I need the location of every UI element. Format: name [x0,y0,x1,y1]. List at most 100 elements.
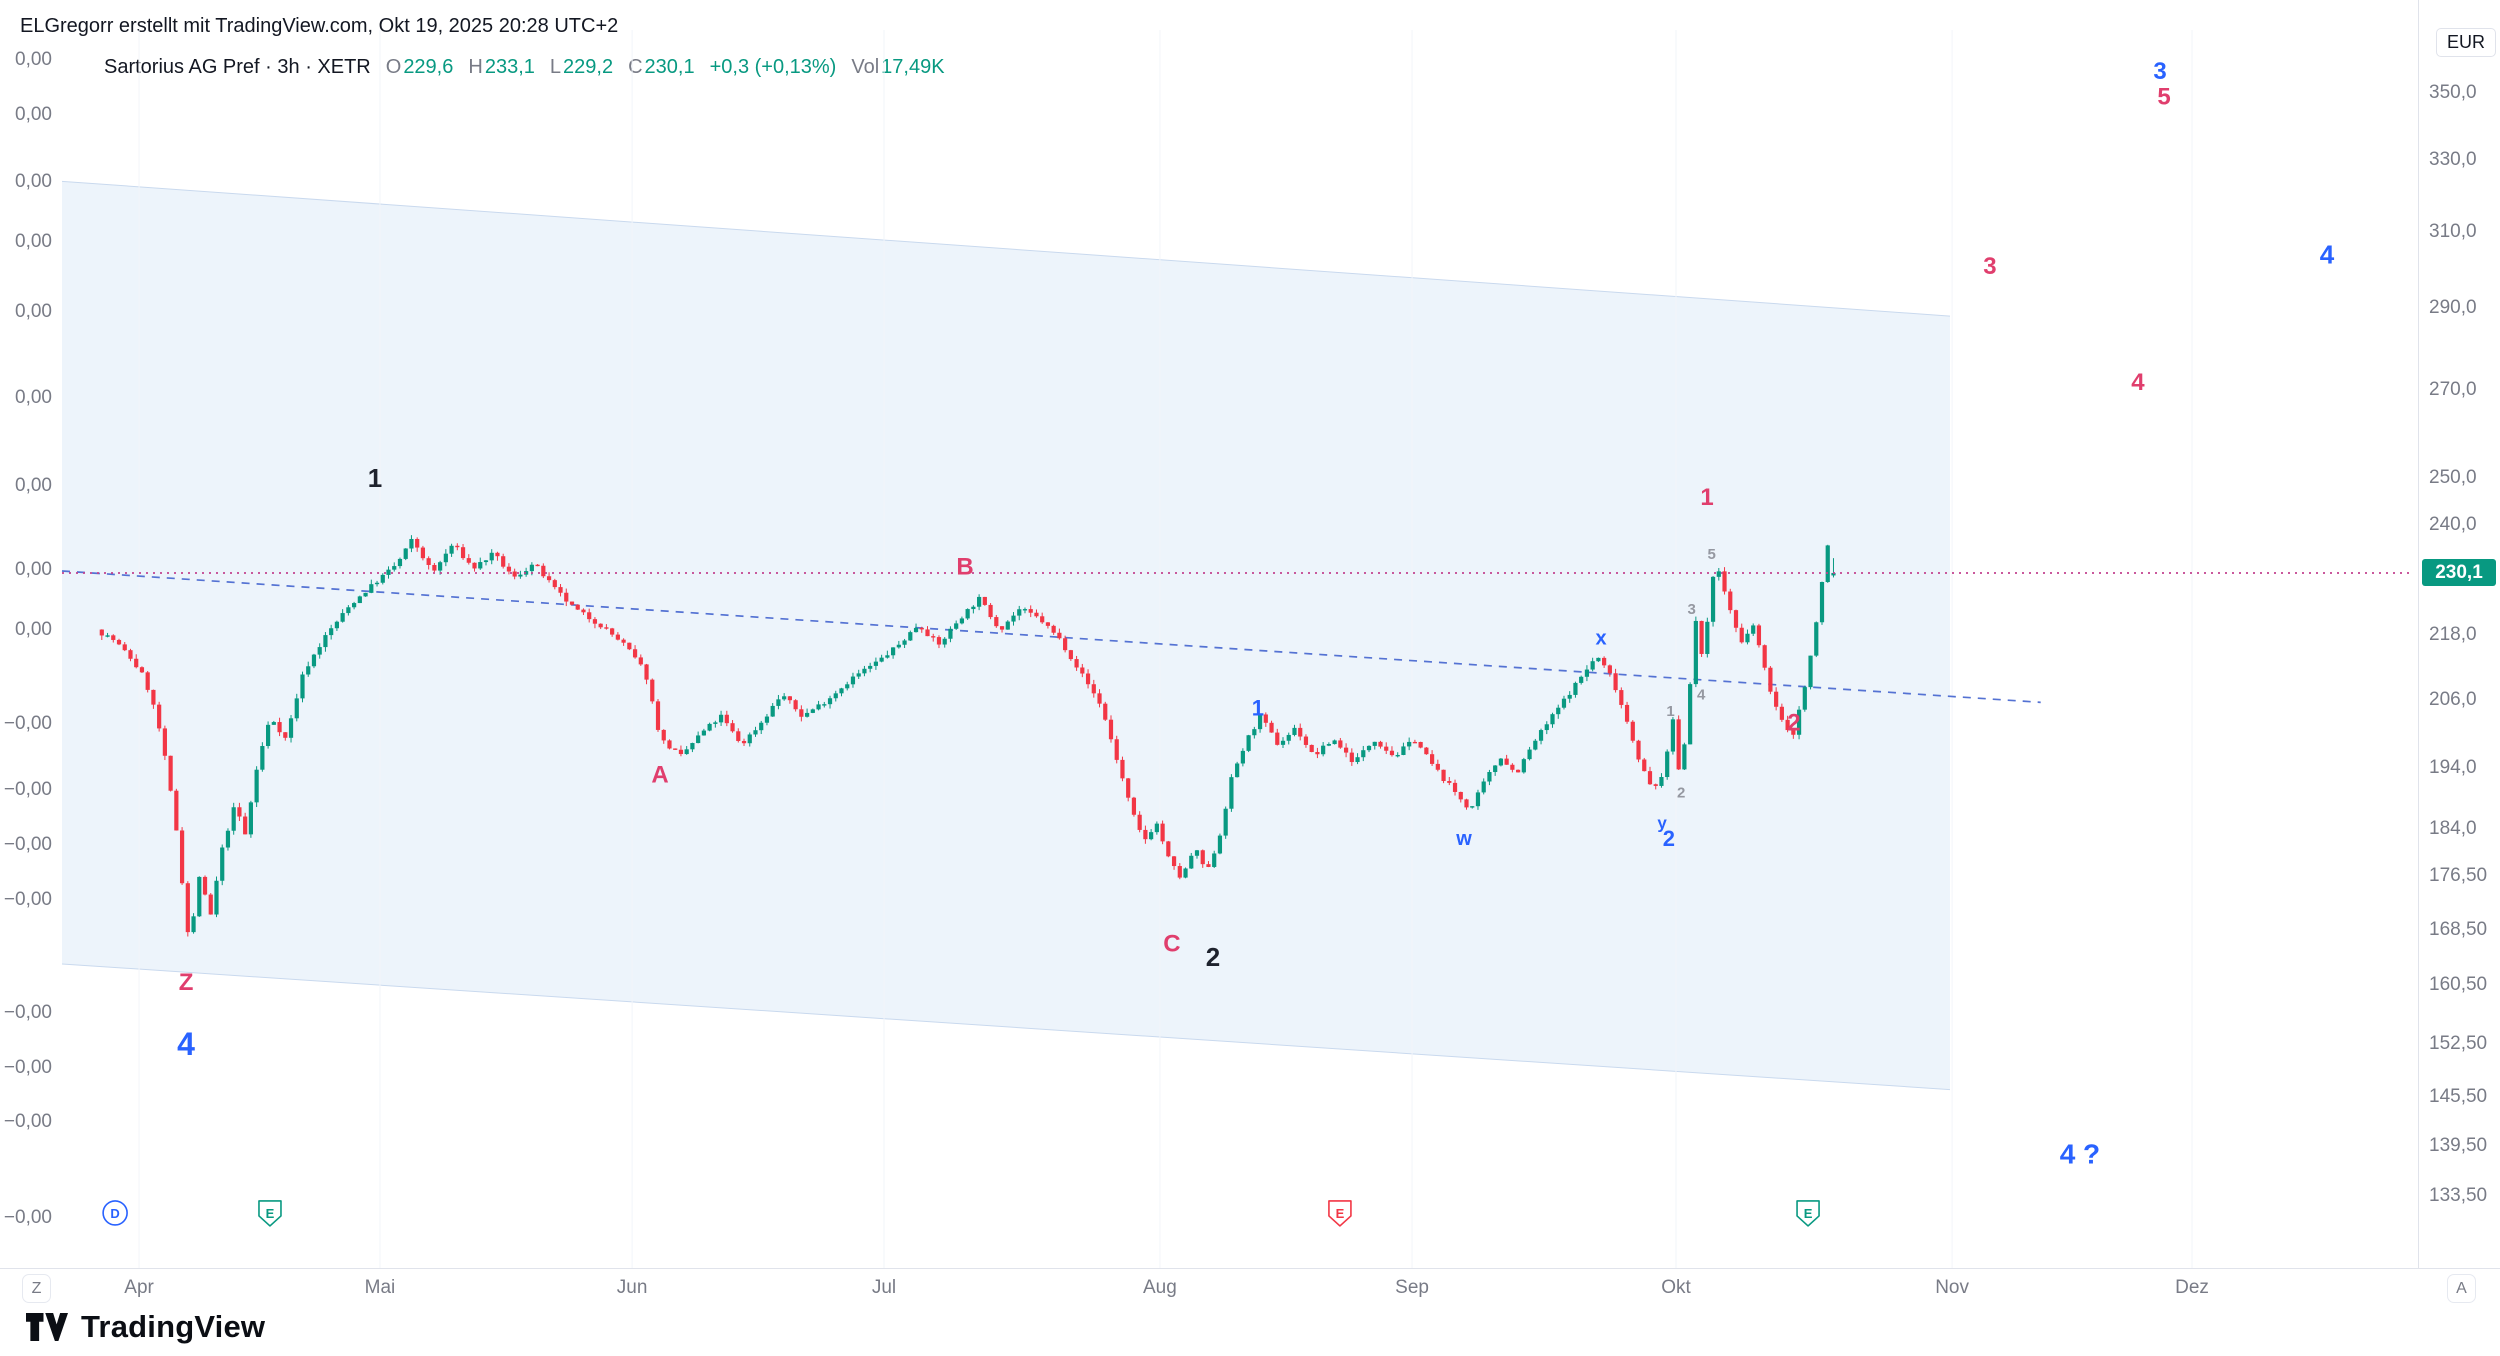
left-axis-label: 0,00 [15,619,52,641]
volume-value: 17,49K [881,56,945,78]
time-axis-month-label: Okt [1661,1277,1691,1298]
wave-marker[interactable]: B [956,553,973,580]
wave-marker[interactable]: 2 [1677,784,1685,801]
wave-marker[interactable]: x [1595,627,1606,649]
right-price-scale[interactable]: EUR 230,1 350,0 330,0 310,0 290,0 270,0 250,0… [2418,0,2500,1268]
price-axis-tick: 218,0 [2429,623,2477,645]
candles [99,535,1836,937]
wave-marker[interactable]: 3 [1688,601,1696,618]
close-value: 230,1 [644,56,695,78]
wave-marker[interactable]: 2 [1787,709,1800,736]
price-axis-tick: 250,0 [2429,467,2477,489]
time-axis-month-label: Sep [1395,1277,1429,1298]
price-axis-tick: 206,0 [2429,688,2477,710]
high-label: H [468,56,483,78]
left-axis-label: −0,00 [3,1206,52,1228]
wave-marker[interactable]: 4 ? [2060,1139,2100,1170]
wave-marker[interactable]: 2 [1206,942,1220,972]
ohlc-open: O 229,6 [386,56,454,79]
change-value: +0,3 (+0,13%) [709,56,837,78]
symbol-title[interactable]: Sartorius AG Pref · 3h · XETR [104,56,371,78]
price-axis-tick: 133,50 [2429,1184,2488,1206]
volume: Vol 17,49K [851,56,944,79]
left-axis-label: −0,00 [3,1057,52,1079]
price-axis-tick: 270,0 [2429,378,2477,400]
price-axis-tick: 290,0 [2429,297,2477,319]
wave-marker[interactable]: 1 [1252,696,1264,721]
earnings-event-icon[interactable]: E [1796,1200,1820,1227]
left-axis-label: 0,00 [15,48,52,70]
wave-marker[interactable]: 1 [368,463,382,493]
earnings-event-icon[interactable]: E [258,1200,282,1227]
dashed-trendline[interactable] [61,570,2041,704]
low-label: L [549,56,562,78]
brand-name[interactable]: TradingView [81,1309,266,1344]
left-axis-label: 0,00 [15,475,52,497]
left-axis-label: −0,00 [3,1002,52,1024]
wave-marker[interactable]: 4 [2131,369,2145,396]
wave-marker[interactable]: 1 [1666,703,1674,720]
low-value: 229,2 [563,56,614,78]
price-axis-tick: 330,0 [2429,149,2477,171]
open-label: O [385,56,402,78]
time-axis-month-label: Mai [364,1277,396,1298]
time-axis-month-label: Jun [616,1277,648,1298]
left-axis-label: −0,00 [3,1111,52,1133]
time-axis-month-label: Apr [124,1277,154,1298]
price-axis-tick: 176,50 [2429,865,2488,887]
time-scale[interactable]: Z A Apr Mai Jun Jul Aug Sep Okt Nov Dez [0,1268,2500,1307]
open-value: 229,6 [403,56,454,78]
time-axis-month-label: Aug [1143,1277,1177,1298]
wave-marker[interactable]: 4 [2320,239,2335,269]
channel-bottom-line[interactable] [61,963,1951,1091]
price-axis-tick: 139,50 [2429,1134,2488,1156]
price-axis-tick: 184,0 [2429,817,2477,839]
dividend-event-icon[interactable]: D [102,1200,128,1226]
wave-marker[interactable]: 3 [1983,253,1996,280]
wave-marker[interactable]: 2 [1663,826,1675,851]
svg-text:E: E [1336,1206,1345,1221]
price-axis-tick: 350,0 [2429,82,2477,103]
gridlines [138,30,2193,1268]
tradingview-logo-icon[interactable] [26,1312,68,1342]
timezone-button[interactable]: Z [22,1274,51,1303]
wave-marker[interactable]: 4 [177,1026,195,1062]
channel-top-line[interactable] [61,180,1951,317]
price-axis-tick: 310,0 [2429,220,2477,242]
wave-marker[interactable]: 4 [1697,686,1706,703]
time-axis-month-label: Nov [1935,1277,1969,1298]
time-axis-month-label: Dez [2175,1277,2209,1298]
svg-text:E: E [1804,1206,1813,1221]
price-axis-tick: 145,50 [2429,1086,2488,1108]
wave-marker[interactable]: 3 [2153,58,2166,85]
wave-marker[interactable]: w [1455,828,1472,850]
price-axis-tick: 168,50 [2429,918,2488,940]
wave-marker[interactable]: 5 [1708,546,1716,563]
trend-channel[interactable] [62,181,1950,1090]
left-axis-label: −0,00 [3,889,52,911]
wave-marker[interactable]: C [1163,931,1180,958]
price-axis-tick: 240,0 [2429,513,2477,535]
wave-marker[interactable]: A [651,762,668,789]
attribution-text: ELGregorr erstellt mit TradingView.com, … [20,15,619,37]
earnings-event-icon[interactable]: E [1328,1200,1352,1227]
left-axis-label: 0,00 [15,171,52,193]
left-price-scale[interactable]: 0,00 0,00 0,00 0,00 0,00 0,00 0,00 0,00 0,00 −0,0… [0,0,58,1268]
wave-marker[interactable]: y [1657,814,1667,833]
left-axis-label: 0,00 [15,231,52,253]
currency-button[interactable]: EUR [2435,28,2496,57]
price-axis-tick: 194,0 [2429,757,2477,779]
wave-marker[interactable]: 5 [2157,84,2170,111]
price-axis-tick: 152,50 [2429,1032,2488,1054]
price-axis-tick: 160,50 [2429,974,2488,996]
left-axis-label: 0,00 [15,387,52,409]
wave-marker[interactable]: 1 [1700,484,1713,511]
auto-scale-button[interactable]: A [2447,1274,2476,1303]
left-axis-label: 0,00 [15,559,52,581]
wave-marker[interactable]: Z [179,969,194,996]
high-value: 233,1 [484,56,535,78]
time-axis-month-label: Jul [871,1277,897,1298]
